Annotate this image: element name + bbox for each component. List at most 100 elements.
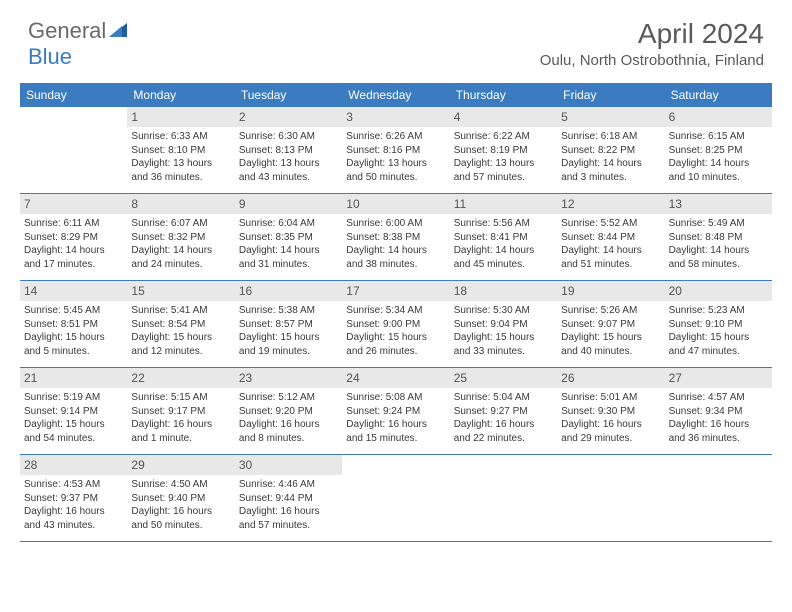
sunset-text: Sunset: 9:30 PM <box>561 405 660 419</box>
calendar-cell: 26Sunrise: 5:01 AMSunset: 9:30 PMDayligh… <box>557 368 664 454</box>
sunrise-text: Sunrise: 6:33 AM <box>131 130 230 144</box>
day-number: 2 <box>235 107 342 127</box>
daylight-text: Daylight: 15 hours and 54 minutes. <box>24 418 123 445</box>
day-number: 26 <box>557 368 664 388</box>
sunset-text: Sunset: 9:37 PM <box>24 492 123 506</box>
sunset-text: Sunset: 9:10 PM <box>669 318 768 332</box>
day-number: 29 <box>127 455 234 475</box>
sunrise-text: Sunrise: 4:50 AM <box>131 478 230 492</box>
sunset-text: Sunset: 8:29 PM <box>24 231 123 245</box>
dow-saturday: Saturday <box>665 83 772 107</box>
sunrise-text: Sunrise: 6:00 AM <box>346 217 445 231</box>
week-row: 14Sunrise: 5:45 AMSunset: 8:51 PMDayligh… <box>20 281 772 368</box>
daylight-text: Daylight: 16 hours and 22 minutes. <box>454 418 553 445</box>
day-number <box>342 455 449 461</box>
daylight-text: Daylight: 13 hours and 50 minutes. <box>346 157 445 184</box>
day-number: 9 <box>235 194 342 214</box>
sunset-text: Sunset: 8:13 PM <box>239 144 338 158</box>
day-number <box>665 455 772 461</box>
calendar-cell: 30Sunrise: 4:46 AMSunset: 9:44 PMDayligh… <box>235 455 342 541</box>
day-number: 5 <box>557 107 664 127</box>
page-title: April 2024 <box>540 18 764 50</box>
calendar-cell: 9 Sunrise: 6:04 AMSunset: 8:35 PMDaylight… <box>235 194 342 280</box>
calendar-cell: 4Sunrise: 6:22 AMSunset: 8:19 PMDaylight… <box>450 107 557 193</box>
day-number: 14 <box>20 281 127 301</box>
sunrise-text: Sunrise: 5:45 AM <box>24 304 123 318</box>
sunset-text: Sunset: 8:57 PM <box>239 318 338 332</box>
sunset-text: Sunset: 8:10 PM <box>131 144 230 158</box>
day-number: 4 <box>450 107 557 127</box>
day-number: 17 <box>342 281 449 301</box>
daylight-text: Daylight: 15 hours and 47 minutes. <box>669 331 768 358</box>
daylight-text: Daylight: 14 hours and 45 minutes. <box>454 244 553 271</box>
sunrise-text: Sunrise: 6:04 AM <box>239 217 338 231</box>
calendar-cell: 17Sunrise: 5:34 AMSunset: 9:00 PMDayligh… <box>342 281 449 367</box>
sunset-text: Sunset: 9:00 PM <box>346 318 445 332</box>
day-number: 1 <box>127 107 234 127</box>
daylight-text: Daylight: 14 hours and 38 minutes. <box>346 244 445 271</box>
sunset-text: Sunset: 8:19 PM <box>454 144 553 158</box>
daylight-text: Daylight: 13 hours and 57 minutes. <box>454 157 553 184</box>
calendar-cell-empty <box>342 455 449 541</box>
sunset-text: Sunset: 9:27 PM <box>454 405 553 419</box>
daylight-text: Daylight: 16 hours and 15 minutes. <box>346 418 445 445</box>
logo-blue-row: Blue <box>28 44 72 70</box>
sunrise-text: Sunrise: 5:04 AM <box>454 391 553 405</box>
daylight-text: Daylight: 16 hours and 29 minutes. <box>561 418 660 445</box>
calendar-cell: 15Sunrise: 5:41 AMSunset: 8:54 PMDayligh… <box>127 281 234 367</box>
sunset-text: Sunset: 9:24 PM <box>346 405 445 419</box>
calendar-cell: 6Sunrise: 6:15 AMSunset: 8:25 PMDaylight… <box>665 107 772 193</box>
sunset-text: Sunset: 8:16 PM <box>346 144 445 158</box>
week-row: 21Sunrise: 5:19 AMSunset: 9:14 PMDayligh… <box>20 368 772 455</box>
daylight-text: Daylight: 14 hours and 3 minutes. <box>561 157 660 184</box>
day-number: 30 <box>235 455 342 475</box>
sunset-text: Sunset: 8:32 PM <box>131 231 230 245</box>
day-number: 24 <box>342 368 449 388</box>
sunrise-text: Sunrise: 4:57 AM <box>669 391 768 405</box>
sunrise-text: Sunrise: 5:26 AM <box>561 304 660 318</box>
daylight-text: Daylight: 16 hours and 8 minutes. <box>239 418 338 445</box>
sunrise-text: Sunrise: 5:34 AM <box>346 304 445 318</box>
sunrise-text: Sunrise: 5:38 AM <box>239 304 338 318</box>
calendar-cell: 2Sunrise: 6:30 AMSunset: 8:13 PMDaylight… <box>235 107 342 193</box>
sunset-text: Sunset: 8:41 PM <box>454 231 553 245</box>
sunrise-text: Sunrise: 5:08 AM <box>346 391 445 405</box>
day-number: 23 <box>235 368 342 388</box>
dow-thursday: Thursday <box>450 83 557 107</box>
calendar-cell: 27Sunrise: 4:57 AMSunset: 9:34 PMDayligh… <box>665 368 772 454</box>
sunrise-text: Sunrise: 4:53 AM <box>24 478 123 492</box>
logo-text-blue: Blue <box>28 44 72 69</box>
calendar-cell: 11Sunrise: 5:56 AMSunset: 8:41 PMDayligh… <box>450 194 557 280</box>
sunrise-text: Sunrise: 5:23 AM <box>669 304 768 318</box>
calendar-cell: 13Sunrise: 5:49 AMSunset: 8:48 PMDayligh… <box>665 194 772 280</box>
title-block: April 2024 Oulu, North Ostrobothnia, Fin… <box>540 18 764 69</box>
dow-tuesday: Tuesday <box>235 83 342 107</box>
calendar-cell: 16Sunrise: 5:38 AMSunset: 8:57 PMDayligh… <box>235 281 342 367</box>
day-number: 27 <box>665 368 772 388</box>
daylight-text: Daylight: 14 hours and 31 minutes. <box>239 244 338 271</box>
calendar-cell: 29Sunrise: 4:50 AMSunset: 9:40 PMDayligh… <box>127 455 234 541</box>
calendar-cell: 7Sunrise: 6:11 AMSunset: 8:29 PMDaylight… <box>20 194 127 280</box>
dow-sunday: Sunday <box>20 83 127 107</box>
calendar-cell: 5Sunrise: 6:18 AMSunset: 8:22 PMDaylight… <box>557 107 664 193</box>
week-row: 28Sunrise: 4:53 AMSunset: 9:37 PMDayligh… <box>20 455 772 542</box>
dow-header-row: Sunday Monday Tuesday Wednesday Thursday… <box>20 83 772 107</box>
sunset-text: Sunset: 8:35 PM <box>239 231 338 245</box>
daylight-text: Daylight: 14 hours and 51 minutes. <box>561 244 660 271</box>
calendar-cell-empty <box>665 455 772 541</box>
sunset-text: Sunset: 8:25 PM <box>669 144 768 158</box>
daylight-text: Daylight: 15 hours and 33 minutes. <box>454 331 553 358</box>
daylight-text: Daylight: 13 hours and 36 minutes. <box>131 157 230 184</box>
sunrise-text: Sunrise: 4:46 AM <box>239 478 338 492</box>
sunset-text: Sunset: 9:20 PM <box>239 405 338 419</box>
sunset-text: Sunset: 9:40 PM <box>131 492 230 506</box>
daylight-text: Daylight: 16 hours and 57 minutes. <box>239 505 338 532</box>
sunrise-text: Sunrise: 6:18 AM <box>561 130 660 144</box>
calendar-cell: 10Sunrise: 6:00 AMSunset: 8:38 PMDayligh… <box>342 194 449 280</box>
calendar-cell: 23Sunrise: 5:12 AMSunset: 9:20 PMDayligh… <box>235 368 342 454</box>
header: General April 2024 Oulu, North Ostroboth… <box>0 0 792 75</box>
sunrise-text: Sunrise: 5:19 AM <box>24 391 123 405</box>
daylight-text: Daylight: 16 hours and 1 minute. <box>131 418 230 445</box>
dow-monday: Monday <box>127 83 234 107</box>
calendar-cell: 1 Sunrise: 6:33 AMSunset: 8:10 PMDaylight… <box>127 107 234 193</box>
